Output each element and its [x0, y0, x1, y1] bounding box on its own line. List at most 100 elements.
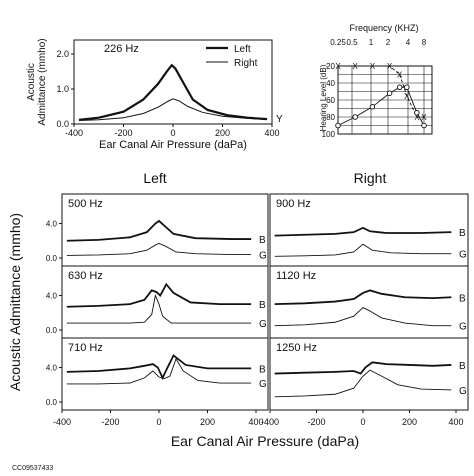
tympanogram-legend: Left Right — [206, 44, 258, 69]
mft-x-tick-label: 200 — [200, 417, 215, 427]
x-tick-label: 0 — [170, 128, 175, 138]
audiogram-x-tick-label: 4 — [406, 38, 411, 47]
audiogram-marker-x: X — [387, 62, 393, 71]
mft-panel: 710 Hz BG 0.0 4.0 — [46, 337, 269, 411]
mft-curve-g — [66, 293, 252, 324]
mft-y-tick-label: 0.0 — [46, 326, 58, 335]
mft-panel-frequency: 500 Hz — [68, 198, 103, 210]
audiogram-y-tick-label: 40 — [326, 79, 335, 88]
audiogram-y-tick-label: 20 — [326, 62, 335, 71]
mft-curve-label-b: B — [459, 228, 466, 239]
mft-curve-b — [274, 361, 452, 375]
column-title-left: Left — [143, 170, 166, 186]
tympanogram-ticks: -400 -200 0 200 400 0.0 1.0 2.0 — [56, 49, 279, 138]
mft-x-tick-label: 400 — [248, 417, 263, 427]
legend-label: Left — [234, 44, 251, 55]
mft-curve-label-g: G — [459, 322, 467, 333]
column-title-right: Right — [354, 170, 387, 186]
mft-curve-label-g: G — [459, 250, 467, 261]
mft-panel-frequency: 710 Hz — [68, 342, 103, 354]
audiogram-frequency-label: Frequency (KHZ) — [349, 23, 418, 33]
mft-y-axis-label: Acoustic Admittance (mmho) — [7, 213, 23, 391]
x-tick-label: 200 — [215, 128, 230, 138]
audiogram-y-tick-label: 60 — [326, 96, 335, 105]
x-tick-label: -400 — [65, 128, 83, 138]
audiogram-x-tick-label: 0.5 — [346, 38, 358, 47]
audiogram-y-axis-label: Hearing Level (dB) — [319, 64, 328, 131]
mft-panel-frequency: 900 Hz — [276, 198, 311, 210]
audiogram-marker-x: X — [397, 71, 403, 80]
mft-x-tick-label: 200 — [402, 417, 417, 427]
mft-x-tick-label: -200 — [307, 417, 325, 427]
mft-x-tick-label: 400 — [448, 417, 463, 427]
audiogram-marker-o — [386, 90, 393, 96]
mft-panel: 1120 Hz B G — [269, 265, 469, 339]
mft-x-tick-label: -400 — [261, 417, 279, 427]
y-axis-label-line: Acoustic — [26, 63, 37, 101]
tympanogram-y-axis-label: AcousticAdmittance (mmho) — [26, 38, 48, 125]
mft-panel-frequency: 1250 Hz — [276, 342, 317, 354]
mft-y-tick-label: 4.0 — [46, 364, 58, 373]
series-line-left — [78, 63, 268, 121]
audiogram-x-tick-label: 2 — [386, 38, 391, 47]
mft-curve-label-b: B — [459, 361, 466, 372]
mft-curve-b — [66, 282, 252, 308]
mft-panel-frequency: 1120 Hz — [276, 270, 316, 282]
audiogram-marker-x: X — [353, 62, 359, 71]
mft-x-axis-label: Ear Canal Air Pressure (daPa) — [171, 433, 359, 449]
mft-curve-g — [274, 369, 452, 398]
audiogram-marker-o — [404, 84, 410, 90]
audiogram-marker-o — [352, 114, 358, 120]
tympanogram-frequency-label: 226 Hz — [104, 43, 139, 55]
legend-label: Right — [234, 58, 258, 69]
mft-curve-g — [66, 242, 252, 256]
mft-curve-label-b: B — [459, 293, 466, 304]
y-tick-label: 2.0 — [56, 49, 69, 59]
audiogram-x-tick-label: 8 — [422, 38, 427, 47]
mft-curve-g — [274, 307, 452, 327]
audiogram-marker-x: X — [404, 92, 410, 101]
mft-panel: 900 Hz BG — [269, 193, 469, 267]
audiogram: Frequency (KHZ) Hearing Level (dB) 0.25 0… — [319, 23, 433, 139]
audiogram-marker-o — [335, 122, 341, 129]
audiogram-marker-x: X — [421, 113, 427, 122]
mft-curve-b — [274, 226, 452, 237]
mft-axes: -400 -200 0 200 400-400 -200 0 200 400 — [53, 410, 464, 427]
series-line-right — [78, 98, 268, 121]
mft-panel-frame — [269, 337, 469, 411]
mft-y-tick-label: 0.0 — [46, 398, 58, 407]
mft-curve-label-b: B — [259, 235, 266, 246]
mft-curve-label-b: B — [259, 364, 266, 375]
mft-x-tick-label: 0 — [156, 417, 161, 427]
multifrequency-tympanometry: Left Right Acoustic Admittance (mmho) Ea… — [7, 170, 469, 449]
mft-y-tick-label: 4.0 — [46, 292, 58, 301]
mft-curve-g — [66, 357, 252, 385]
tympanogram-end-label: Y — [276, 114, 283, 125]
audiogram-marker-o — [421, 122, 427, 129]
mft-curve-b — [274, 289, 452, 306]
audiogram-marker-o — [396, 84, 403, 90]
mft-panel: 500 Hz BG 0.0 4.0 — [46, 193, 269, 267]
mft-curve-g — [274, 243, 452, 257]
audiogram-marker-o — [369, 104, 376, 110]
mft-panel: 1250 Hz B G — [269, 337, 469, 411]
audiogram-marker-x: X — [335, 62, 341, 71]
mft-curve-label-g: G — [259, 319, 267, 330]
tympanogram-x-axis-label: Ear Canal Air Pressure (daPa) — [99, 139, 247, 151]
mft-x-tick-label: -200 — [101, 417, 119, 427]
mft-x-tick-label: 0 — [360, 417, 365, 427]
tympanogram-226hz: 226 Hz AcousticAdmittance (mmho) Ear Can… — [26, 38, 283, 151]
mft-x-tick-label: -400 — [53, 417, 71, 427]
mft-panel-frame — [61, 337, 269, 411]
audiogram-line-right — [337, 86, 425, 126]
y-axis-label-line: Admittance (mmho) — [37, 38, 48, 125]
x-tick-label: 400 — [264, 128, 279, 138]
y-tick-label: 1.0 — [56, 84, 69, 94]
mft-curve-b — [66, 219, 252, 242]
mft-y-tick-label: 4.0 — [46, 220, 58, 229]
x-tick-label: -200 — [114, 128, 132, 138]
audiogram-marker-x: X — [414, 113, 420, 122]
